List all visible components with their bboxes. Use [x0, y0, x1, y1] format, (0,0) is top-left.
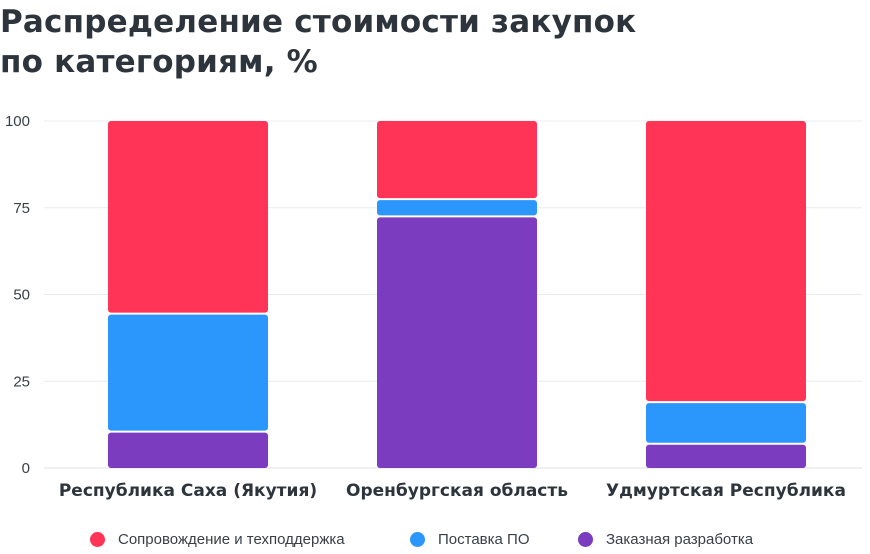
- legend-item: Поставка ПО: [410, 524, 530, 554]
- chart-legend: Сопровождение и техподдержка Поставка ПО З…: [0, 524, 870, 554]
- bar-segment: [108, 432, 268, 468]
- bar-segment: [108, 314, 268, 431]
- x-tick-label: Удмуртская Республика: [606, 481, 846, 501]
- y-tick-label: 0: [22, 460, 30, 477]
- y-tick-label: 100: [5, 113, 30, 130]
- legend-marker-icon: [578, 531, 593, 547]
- chart-title-line-2: по категориям, %: [0, 44, 318, 80]
- chart-title-line-1: Распределение стоимости закупок: [0, 4, 637, 40]
- chart-title: Распределение стоимости закупок по катег…: [0, 2, 860, 82]
- legend-label: Поставка ПО: [438, 530, 530, 548]
- y-tick-label: 75: [13, 200, 30, 217]
- legend-label: Заказная разработка: [606, 530, 754, 548]
- legend-label: Сопровождение и техподдержка: [118, 530, 345, 548]
- legend-marker-icon: [410, 531, 425, 547]
- bar-segment: [377, 200, 537, 216]
- bar-segment: [646, 121, 806, 402]
- bar-segment: [646, 403, 806, 443]
- y-tick-label: 25: [13, 373, 30, 390]
- bar-segment: [108, 121, 268, 313]
- legend-item: Заказная разработка: [578, 524, 753, 554]
- y-tick-label: 50: [13, 287, 30, 304]
- legend-marker-icon: [90, 531, 105, 547]
- x-tick-label: Оренбургская область: [346, 481, 568, 501]
- legend-item: Сопровождение и техподдержка: [90, 524, 345, 554]
- bar-segment: [377, 217, 537, 468]
- bar-segment: [377, 121, 537, 199]
- bar-segment: [646, 444, 806, 468]
- x-tick-label: Республика Саха (Якутия): [59, 481, 317, 501]
